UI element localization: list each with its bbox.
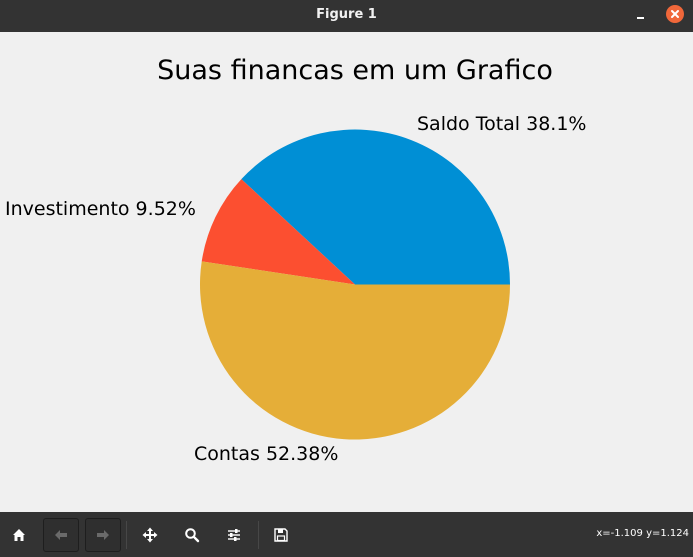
home-button[interactable] [1, 518, 37, 552]
minimize-button[interactable] [632, 8, 650, 24]
slice-label-contas: Contas 52.38% [194, 443, 339, 465]
arrow-left-icon [55, 530, 67, 540]
toolbar-separator [258, 521, 259, 549]
toolbar-separator [126, 521, 127, 549]
magnifier-icon [185, 528, 200, 543]
arrow-right-icon [97, 530, 109, 540]
window-title: Figure 1 [316, 7, 377, 22]
navigation-toolbar: x=-1.109 y=1.124 [0, 512, 693, 557]
forward-button[interactable] [85, 518, 121, 552]
slice-label-investimento: Investimento 9.52% [5, 198, 196, 220]
pie-slice-saldo-total [241, 129, 510, 285]
home-icon [13, 529, 25, 541]
pie-chart [199, 129, 510, 440]
plot-canvas[interactable]: Suas financas em um Grafico Saldo Total … [0, 32, 693, 512]
pan-button[interactable] [132, 518, 168, 552]
move-icon [142, 527, 158, 543]
minimize-icon [637, 17, 644, 19]
close-button[interactable] [666, 5, 684, 23]
pie-slice-investimento [201, 179, 355, 285]
back-button[interactable] [43, 518, 79, 552]
zoom-button[interactable] [174, 518, 210, 552]
chart-title: Suas financas em um Grafico [157, 55, 553, 86]
cursor-coordinates: x=-1.109 y=1.124 [596, 528, 689, 539]
slice-label-saldo-total: Saldo Total 38.1% [417, 113, 587, 135]
close-icon [671, 10, 679, 18]
pie-slice-contas [199, 261, 510, 440]
save-button[interactable] [263, 518, 299, 552]
floppy-disk-icon [274, 528, 288, 542]
configure-subplots-button[interactable] [216, 518, 252, 552]
title-bar[interactable]: Figure 1 [0, 0, 693, 32]
sliders-icon [228, 529, 240, 541]
